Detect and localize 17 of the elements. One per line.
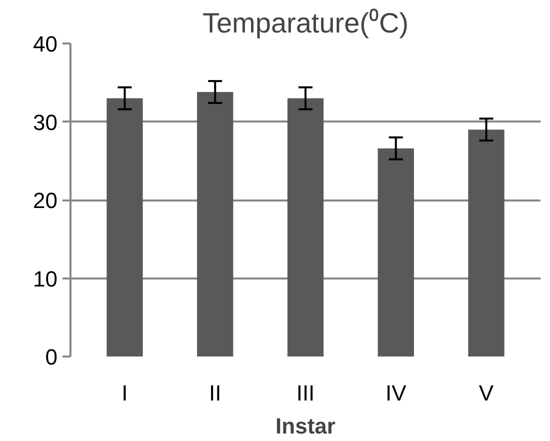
bar	[378, 148, 414, 356]
x-tick-label: III	[296, 380, 315, 406]
bar	[468, 130, 504, 356]
bar	[287, 98, 324, 356]
y-tick-label: 10	[33, 266, 58, 292]
y-tick-label: 40	[33, 32, 58, 56]
y-tick-label: 30	[33, 110, 58, 135]
y-tick-label: 20	[33, 188, 58, 213]
x-tick-label: I	[122, 380, 128, 406]
bar	[197, 92, 234, 356]
x-tick-label: IV	[385, 380, 407, 406]
x-tick-label: V	[478, 380, 494, 406]
bar	[106, 98, 143, 356]
y-tick-label: 0	[45, 344, 58, 370]
x-tick-label: II	[209, 380, 222, 406]
chart-title: Temparature(⁰C)	[202, 8, 409, 38]
x-axis-title: Instar	[276, 414, 336, 438]
